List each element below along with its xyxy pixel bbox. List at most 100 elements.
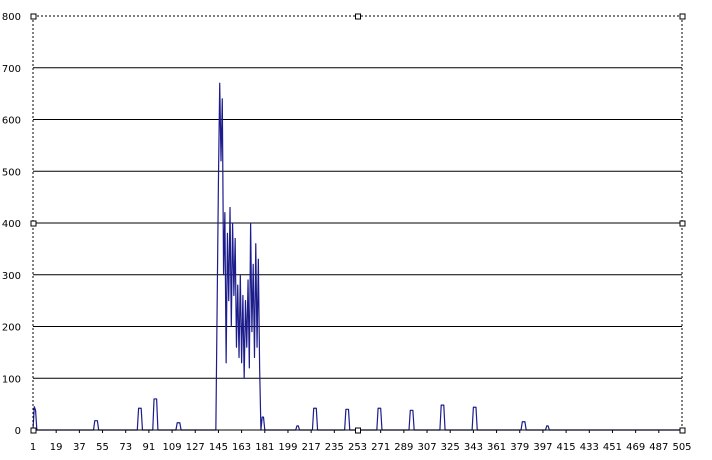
plot-frame [30,13,686,434]
data-point [232,222,233,224]
data-point [179,422,181,424]
x-tick-label: 199 [278,442,297,453]
selection-handle [30,220,37,227]
data-point [348,409,349,410]
y-tick-label: 600 [2,116,21,127]
x-tick-label: 469 [626,442,645,453]
data-point [297,425,299,427]
data-point [176,422,178,424]
data-point [522,421,523,423]
data-point [224,212,226,213]
x-tick-label: 379 [510,442,529,453]
data-point [35,410,36,411]
x-tick-label: 415 [557,442,576,453]
y-tick-label: 400 [2,219,21,230]
data-point [140,407,142,409]
data-point [524,421,526,423]
data-point [233,295,235,296]
data-point [345,409,347,410]
x-tick-label: 433 [580,442,599,453]
data-point [228,300,230,301]
x-tick-label: 91 [143,442,156,453]
data-point [410,410,411,411]
data-point [547,425,549,427]
y-tick-label: 700 [2,64,21,75]
x-tick-label: 289 [394,442,413,453]
data-point [97,420,98,421]
data-point [238,357,240,358]
x-tick-label: 361 [487,442,506,453]
x-tick-label: 505 [672,442,691,453]
data-point [473,406,474,408]
data-point [440,404,442,406]
y-axis-tick-labels: 0 100 200 300 400 500 600 700 800 [2,12,21,437]
x-tick-label: 451 [603,442,622,453]
data-point [255,243,257,244]
data-point [231,326,232,327]
data-point [256,346,258,348]
x-tick-label: 307 [417,442,436,453]
y-tick-label: 0 [15,426,21,437]
x-tick-label: 109 [163,442,182,453]
data-point [234,238,236,239]
data-point [33,406,35,408]
x-tick-label: 181 [255,442,274,453]
y-tick-label: 100 [2,374,21,385]
data-point [221,98,223,100]
data-point [223,274,224,276]
data-point [380,407,381,409]
data-point [94,420,96,421]
y-tick-label: 300 [2,271,21,282]
x-tick-label: 253 [348,442,367,453]
data-point [246,346,248,348]
data-point [240,274,241,276]
data-point [258,258,259,260]
data-point [249,367,250,369]
data-point [475,406,477,408]
x-tick-label: 271 [371,442,390,453]
selection-handle [679,13,686,20]
gridlines [33,67,682,379]
selection-handle [30,427,37,434]
data-point [251,331,253,332]
x-tick-label: 217 [302,442,321,453]
x-axis-tick-labels: 1 19 37 55 73 91 109 127 145 163 181 199 217 235 253 27… [30,430,692,453]
data-point [216,305,218,307]
x-tick-label: 343 [464,442,483,453]
x-tick-label: 145 [209,442,228,453]
data-point [229,207,231,208]
data-point [261,416,263,418]
x-tick-label: 1 [30,442,36,453]
selection-handle [679,427,686,434]
data-point [254,357,255,358]
x-tick-label: 19 [50,442,63,453]
x-tick-label: 73 [119,442,132,453]
x-tick-label: 55 [96,442,109,453]
data-point [218,181,219,182]
data-point [220,160,222,162]
y-tick-label: 800 [2,12,21,23]
x-tick-label: 37 [73,442,86,453]
y-tick-label: 200 [2,323,21,334]
data-point [242,295,244,296]
x-tick-label: 235 [325,442,344,453]
x-tick-label: 487 [649,442,668,453]
data-point [243,377,245,379]
data-point [236,346,237,348]
data-point [546,425,548,427]
data-point [296,425,298,427]
data-point [156,398,157,400]
selection-handle [355,427,361,434]
x-tick-label: 163 [232,442,251,453]
data-point [138,407,139,409]
data-point [412,410,414,411]
data-point [245,300,246,301]
x-tick-label: 127 [186,442,205,453]
x-tick-label: 397 [533,442,552,453]
data-point [259,367,260,369]
selection-handle [355,13,361,20]
data-point [315,407,317,409]
data-point [227,233,228,234]
